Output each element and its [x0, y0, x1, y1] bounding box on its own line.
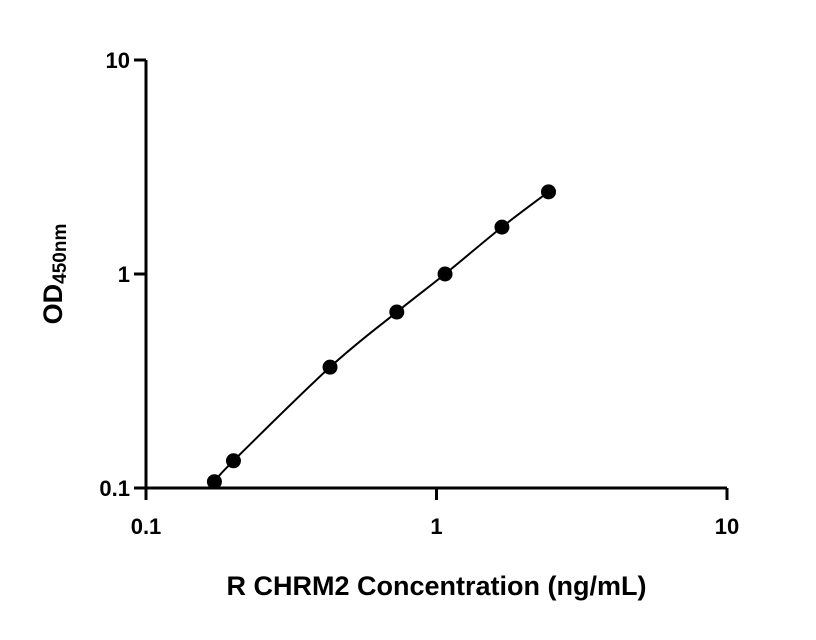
x-axis-title: R CHRM2 Concentration (ng/mL): [227, 571, 647, 601]
data-point: [541, 184, 557, 200]
fit-curve: [213, 191, 550, 483]
data-point: [389, 304, 405, 320]
y-tick-label: 10: [106, 48, 130, 73]
x-tick-label: 1: [430, 514, 442, 539]
data-point: [322, 359, 338, 375]
x-tick-label: 10: [715, 514, 739, 539]
x-tick-label: 0.1: [131, 514, 162, 539]
data-points: [206, 184, 557, 490]
axes: [144, 60, 727, 490]
y-axis-title: OD450nm: [38, 224, 71, 325]
data-point: [494, 219, 510, 235]
y-axis-title-main: OD: [38, 284, 68, 325]
y-tick-label: 1: [118, 262, 130, 287]
y-axis-ticks: 0.1 1 10: [99, 48, 146, 501]
y-axis-title-subscript: 450nm: [50, 224, 71, 284]
data-point: [437, 266, 453, 282]
data-point: [206, 474, 222, 490]
y-tick-label: 0.1: [99, 476, 130, 501]
data-point: [225, 453, 241, 469]
x-axis-ticks: 0.1 1 10: [131, 488, 739, 539]
